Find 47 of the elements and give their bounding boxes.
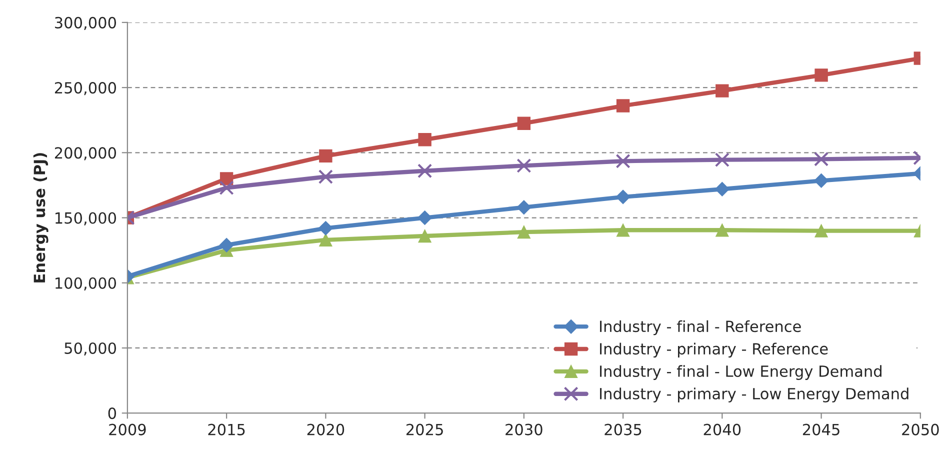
point <box>219 238 234 252</box>
y-tick-label: 50,000 <box>64 342 116 356</box>
point <box>616 190 630 204</box>
point <box>319 149 332 163</box>
point <box>814 224 828 238</box>
point <box>418 164 432 178</box>
point <box>616 224 630 237</box>
y-tick-label: 100,000 <box>56 277 116 290</box>
legend-label: Industry - final - Reference <box>600 320 801 336</box>
point <box>814 173 829 188</box>
y-axis-title: Energy use (PJ) <box>33 153 48 282</box>
point <box>516 158 532 173</box>
x-tick-label: 2040 <box>704 424 741 436</box>
y-tick-label: 250,000 <box>54 82 116 96</box>
point <box>418 210 432 225</box>
legend-label: Industry - primary - Reference <box>600 342 828 358</box>
point <box>714 182 730 196</box>
point <box>716 224 729 237</box>
x-tick-label: 2045 <box>802 424 840 436</box>
y-tick-label: 200,000 <box>54 147 116 160</box>
point <box>716 84 729 98</box>
point <box>616 154 630 168</box>
x-tick-label: 2035 <box>604 424 642 436</box>
x-tick-label: 2020 <box>307 424 344 436</box>
legend-label: Industry - final - Low Energy Demand <box>600 365 882 380</box>
point <box>319 233 332 246</box>
point <box>814 68 828 82</box>
point <box>318 169 333 184</box>
x-tick-label: 2009 <box>109 424 146 436</box>
point <box>219 180 234 196</box>
point <box>616 99 630 112</box>
x-tick-label: 2025 <box>406 424 443 436</box>
x-tick-label: 2030 <box>506 424 542 436</box>
legend-label: Industry - primary - Low Energy Demand <box>600 388 908 402</box>
point <box>516 200 532 215</box>
point <box>418 133 432 146</box>
y-tick-label: 300,000 <box>55 16 116 30</box>
point <box>517 225 531 239</box>
y-tick-label: 0 <box>108 408 116 420</box>
x-tick-label: 2015 <box>208 424 245 436</box>
point <box>318 220 333 236</box>
point <box>814 152 829 166</box>
point <box>714 152 730 168</box>
x-tick-label: 2050 <box>902 424 939 436</box>
point <box>517 116 531 130</box>
y-tick-label: 150,000 <box>56 212 116 226</box>
point <box>418 229 432 243</box>
